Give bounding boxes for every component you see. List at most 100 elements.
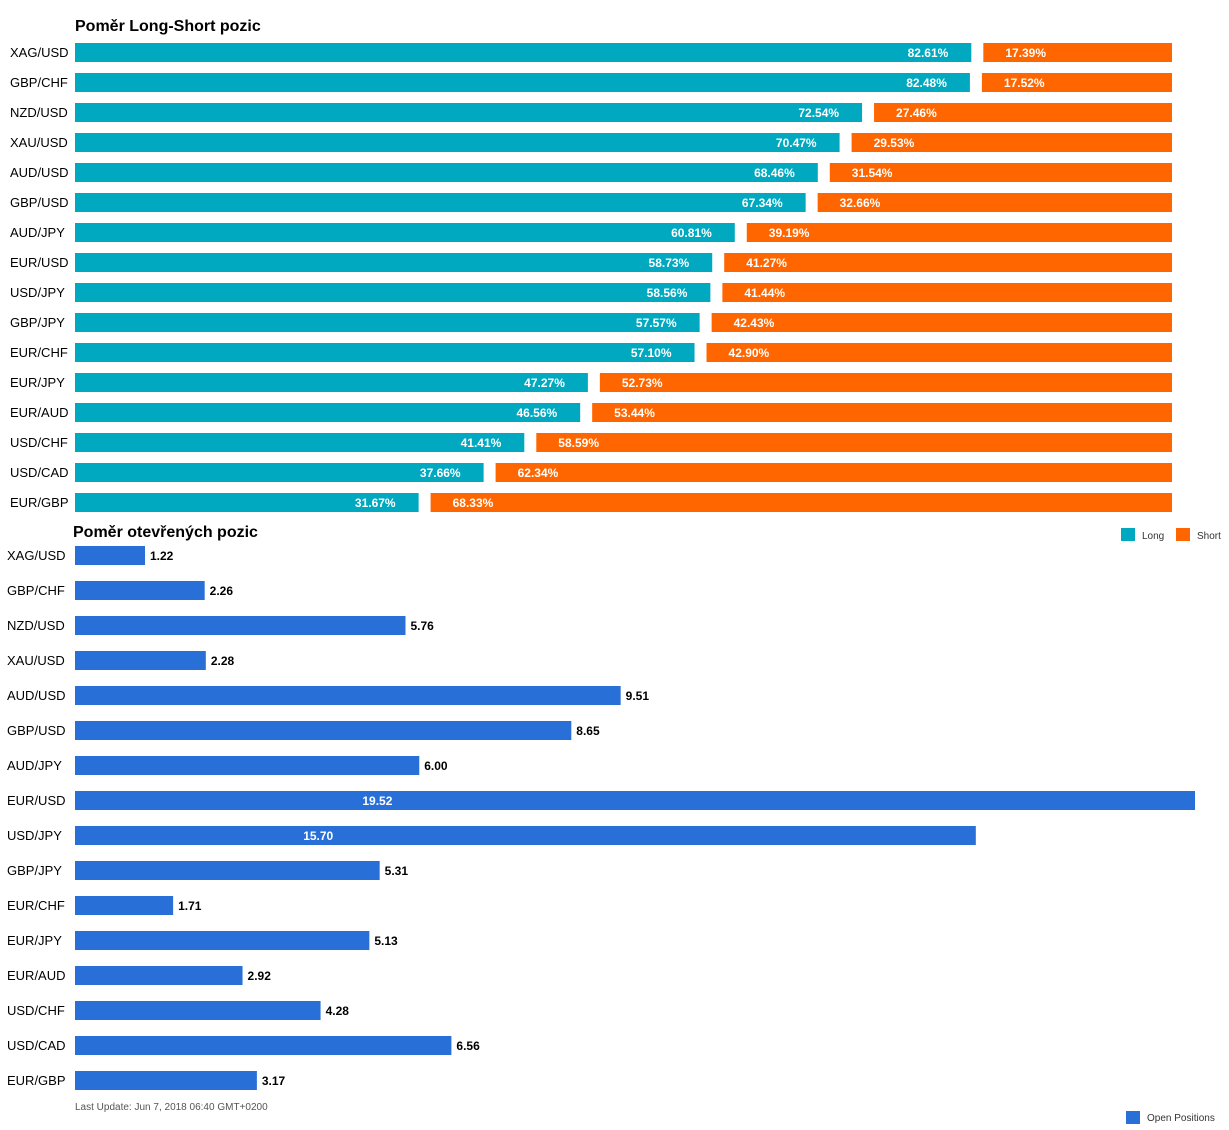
open-positions-bar xyxy=(75,1036,452,1055)
long-bar xyxy=(75,223,735,242)
ls-category-label: USD/CHF xyxy=(10,435,68,450)
open-positions-legend: Open Positions xyxy=(1126,1111,1215,1124)
open-positions-bar xyxy=(75,896,174,915)
long-bar xyxy=(75,403,581,422)
long-bar xyxy=(75,433,525,452)
short-value-label: 42.43% xyxy=(734,316,775,330)
short-bar xyxy=(874,103,1172,122)
open-positions-value-label: 19.52 xyxy=(362,794,392,808)
long-bar xyxy=(75,193,806,212)
op-category-label: EUR/USD xyxy=(7,793,66,808)
long-bar xyxy=(75,163,818,182)
open-positions-bar xyxy=(75,651,206,670)
long-value-label: 67.34% xyxy=(742,196,783,210)
short-value-label: 17.39% xyxy=(1005,46,1046,60)
long-bar xyxy=(75,493,419,512)
short-value-label: 53.44% xyxy=(614,406,655,420)
short-bar xyxy=(817,193,1172,212)
open-positions-bar xyxy=(75,581,205,600)
ls-category-label: GBP/CHF xyxy=(10,75,68,90)
long-bar xyxy=(75,133,840,152)
open-positions-value-label: 5.13 xyxy=(374,934,398,948)
long-value-label: 41.41% xyxy=(461,436,502,450)
long-value-label: 58.56% xyxy=(647,286,688,300)
long-value-label: 31.67% xyxy=(355,496,396,510)
short-value-label: 41.27% xyxy=(746,256,787,270)
op-category-label: EUR/JPY xyxy=(7,933,62,948)
op-category-label: EUR/CHF xyxy=(7,898,65,913)
op-category-label: XAU/USD xyxy=(7,653,65,668)
last-update-text: Last Update: Jun 7, 2018 06:40 GMT+0200 xyxy=(75,1102,268,1113)
long-value-label: 46.56% xyxy=(516,406,557,420)
ls-category-label: XAU/USD xyxy=(10,135,68,150)
open-positions-value-label: 9.51 xyxy=(626,689,650,703)
open-positions-bar xyxy=(75,826,976,845)
long-short-chart-title: Poměr Long-Short pozic xyxy=(75,18,261,35)
op-category-label: USD/CAD xyxy=(7,1038,66,1053)
open-positions-bar xyxy=(75,756,420,775)
short-bar xyxy=(430,493,1172,512)
short-bar xyxy=(711,313,1172,332)
short-bar xyxy=(981,73,1172,92)
short-value-label: 27.46% xyxy=(896,106,937,120)
open-positions-value-label: 8.65 xyxy=(576,724,600,738)
short-value-label: 29.53% xyxy=(874,136,915,150)
open-positions-value-label: 4.28 xyxy=(326,1004,350,1018)
op-category-label: AUD/USD xyxy=(7,688,66,703)
long-short-legend: Long Short xyxy=(1121,528,1221,542)
short-value-label: 62.34% xyxy=(518,466,559,480)
open-positions-bar xyxy=(75,1001,321,1020)
long-value-label: 82.61% xyxy=(908,46,949,60)
ls-category-label: GBP/USD xyxy=(10,195,69,210)
long-bar xyxy=(75,283,711,302)
long-value-label: 72.54% xyxy=(798,106,839,120)
ls-category-label: AUD/USD xyxy=(10,165,69,180)
legend-long-swatch xyxy=(1121,528,1135,541)
short-bar xyxy=(829,163,1172,182)
ls-category-label: EUR/CHF xyxy=(10,345,68,360)
long-bar xyxy=(75,103,863,122)
short-bar xyxy=(724,253,1172,272)
long-value-label: 57.57% xyxy=(636,316,677,330)
op-category-label: GBP/JPY xyxy=(7,863,62,878)
open-positions-value-label: 3.17 xyxy=(262,1074,286,1088)
long-bar xyxy=(75,313,700,332)
open-positions-bar xyxy=(75,546,145,565)
op-category-label: USD/JPY xyxy=(7,828,62,843)
op-category-label: NZD/USD xyxy=(7,618,65,633)
short-value-label: 17.52% xyxy=(1004,76,1045,90)
long-value-label: 70.47% xyxy=(776,136,817,150)
short-bar xyxy=(706,343,1172,362)
op-category-label: USD/CHF xyxy=(7,1003,65,1018)
ls-category-label: EUR/AUD xyxy=(10,405,69,420)
op-category-label: GBP/CHF xyxy=(7,583,65,598)
ls-category-label: AUD/JPY xyxy=(10,225,65,240)
open-positions-value-label: 1.22 xyxy=(150,549,174,563)
open-positions-value-label: 5.31 xyxy=(385,864,409,878)
long-value-label: 60.81% xyxy=(671,226,712,240)
op-category-label: XAG/USD xyxy=(7,548,66,563)
short-bar xyxy=(599,373,1172,392)
long-bar xyxy=(75,253,713,272)
open-positions-bar xyxy=(75,721,572,740)
long-value-label: 47.27% xyxy=(524,376,565,390)
short-value-label: 31.54% xyxy=(852,166,893,180)
open-positions-value-label: 1.71 xyxy=(178,899,202,913)
ls-category-label: EUR/GBP xyxy=(10,495,69,510)
open-positions-chart-title: Poměr otevřených pozic xyxy=(73,524,258,541)
long-bar xyxy=(75,373,588,392)
short-bar xyxy=(592,403,1172,422)
short-bar xyxy=(536,433,1172,452)
long-value-label: 37.66% xyxy=(420,466,461,480)
open-positions-bar xyxy=(75,791,1195,810)
open-positions-bar xyxy=(75,966,243,985)
short-value-label: 58.59% xyxy=(558,436,599,450)
open-positions-value-label: 5.76 xyxy=(410,619,434,633)
long-value-label: 57.10% xyxy=(631,346,672,360)
ls-category-label: EUR/JPY xyxy=(10,375,65,390)
op-category-label: EUR/AUD xyxy=(7,968,66,983)
short-value-label: 39.19% xyxy=(769,226,810,240)
short-value-label: 52.73% xyxy=(622,376,663,390)
open-positions-bar xyxy=(75,686,621,705)
open-positions-value-label: 2.28 xyxy=(211,654,235,668)
